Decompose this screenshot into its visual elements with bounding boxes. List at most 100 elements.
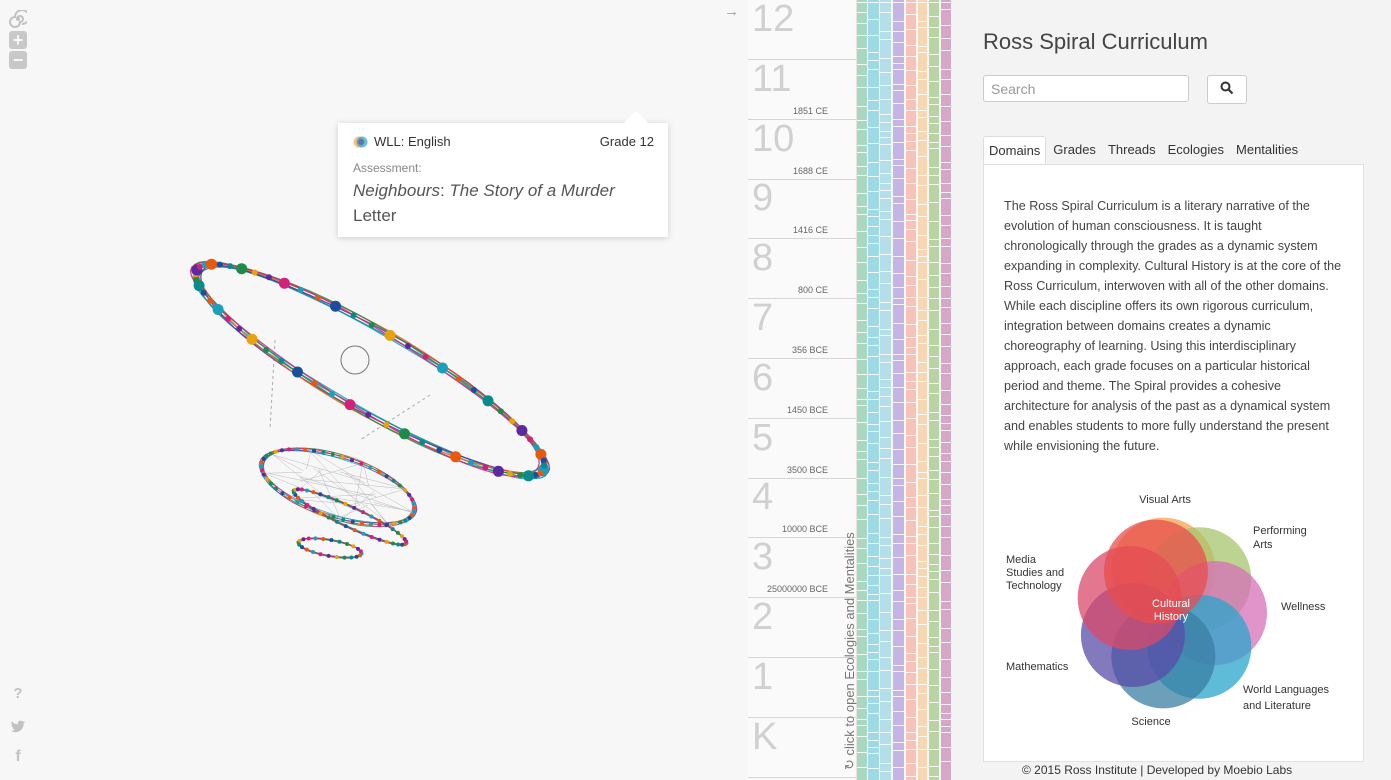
curriculum-node[interactable] [403, 488, 407, 493]
curriculum-node[interactable] [470, 387, 477, 393]
curriculum-node[interactable] [318, 552, 323, 557]
curriculum-node[interactable] [516, 425, 528, 436]
grade-row-4[interactable]: 4 10000 BCE [748, 476, 856, 539]
curriculum-node[interactable] [337, 539, 342, 544]
domain-stripe[interactable] [857, 0, 867, 780]
domain-stripe[interactable] [941, 0, 951, 780]
curriculum-node[interactable] [261, 472, 266, 477]
curriculum-node[interactable] [384, 539, 389, 544]
tab-domains[interactable]: Domains [983, 136, 1047, 164]
grade-row-11[interactable]: 11 1851 CE [748, 58, 856, 120]
curriculum-node[interactable] [410, 513, 415, 518]
curriculum-node[interactable] [345, 542, 349, 546]
curriculum-node[interactable] [311, 490, 316, 495]
zoom-out-icon[interactable]: − [9, 51, 27, 69]
curriculum-node[interactable] [299, 487, 304, 492]
curriculum-node[interactable] [354, 554, 359, 559]
curriculum-node[interactable] [261, 456, 266, 461]
search-input[interactable] [983, 75, 1189, 102]
curriculum-node[interactable] [326, 495, 331, 499]
domain-stripe[interactable] [880, 0, 891, 780]
curriculum-node[interactable] [206, 258, 217, 270]
grade-row-9[interactable]: 9 1416 CE [748, 177, 856, 240]
curriculum-node[interactable] [305, 488, 309, 493]
curriculum-node[interactable] [326, 515, 331, 520]
curriculum-node[interactable] [527, 436, 533, 443]
curriculum-node[interactable] [368, 322, 375, 329]
curriculum-node[interactable] [437, 362, 448, 374]
curriculum-node[interactable] [397, 483, 402, 488]
curriculum-node[interactable] [224, 315, 231, 322]
curriculum-node[interactable] [412, 509, 417, 514]
curriculum-node[interactable] [352, 505, 357, 510]
venn-center-2[interactable]: History [1154, 611, 1189, 623]
grade-row-6[interactable]: 6 1450 BCE [748, 357, 856, 419]
curriculum-node[interactable] [321, 450, 326, 455]
curriculum-node[interactable] [391, 541, 395, 546]
curriculum-node[interactable] [422, 353, 429, 360]
curriculum-node[interactable] [236, 325, 243, 332]
curriculum-node[interactable] [295, 487, 300, 492]
venn-label-performing-arts-1[interactable]: Performing [1253, 525, 1307, 537]
curriculum-node[interactable] [312, 448, 316, 453]
curriculum-node[interactable] [246, 333, 258, 345]
grade-row-12[interactable]: 12 [748, 0, 856, 60]
venn-label-mathematics[interactable]: Mathematics [1006, 661, 1069, 673]
curriculum-node[interactable] [236, 263, 248, 275]
venn-label-wll-1[interactable]: World Languages [1243, 684, 1330, 696]
curriculum-node[interactable] [280, 491, 285, 496]
curriculum-node[interactable] [377, 522, 382, 527]
curriculum-node[interactable] [412, 506, 417, 510]
curriculum-node[interactable] [305, 502, 310, 507]
curriculum-node[interactable] [358, 549, 363, 554]
curriculum-node[interactable] [318, 511, 323, 516]
curriculum-node[interactable] [278, 277, 290, 289]
curriculum-node[interactable] [391, 478, 396, 483]
curriculum-node[interactable] [537, 470, 544, 477]
curriculum-node[interactable] [343, 501, 348, 506]
venn-label-wll-2[interactable]: and Literature [1243, 700, 1311, 712]
curriculum-node[interactable] [311, 380, 318, 387]
venn-label-media-3[interactable]: Technology [1006, 580, 1062, 592]
curriculum-node[interactable] [403, 518, 408, 523]
curriculum-node[interactable] [517, 472, 524, 479]
curriculum-node[interactable] [216, 261, 223, 268]
curriculum-node[interactable] [278, 358, 285, 364]
curriculum-node[interactable] [400, 534, 404, 539]
curriculum-node[interactable] [304, 547, 309, 552]
curriculum-node[interactable] [398, 520, 403, 525]
curriculum-node[interactable] [392, 521, 397, 526]
grade-row-8[interactable]: 8 800 CE [748, 237, 856, 300]
curriculum-node[interactable] [396, 542, 401, 547]
curriculum-node[interactable] [368, 465, 373, 470]
curriculum-node[interactable] [384, 523, 389, 528]
curriculum-node[interactable] [509, 418, 516, 425]
curriculum-node[interactable] [468, 459, 474, 466]
curriculum-node[interactable] [343, 524, 348, 529]
curriculum-node[interactable] [369, 535, 374, 539]
curriculum-node[interactable] [279, 448, 284, 453]
curriculum-node[interactable] [306, 536, 311, 541]
curriculum-node[interactable] [301, 537, 306, 542]
tab-threads[interactable]: Threads [1107, 142, 1156, 157]
curriculum-node[interactable] [419, 439, 426, 446]
curriculum-node[interactable] [269, 481, 273, 486]
curriculum-node[interactable] [330, 452, 335, 457]
curriculum-node[interactable] [196, 263, 203, 270]
spiral-icon[interactable] [8, 9, 30, 28]
tab-grades[interactable]: Grades [1053, 142, 1096, 157]
curriculum-node[interactable] [300, 545, 304, 550]
curriculum-node[interactable] [356, 546, 360, 551]
curriculum-node[interactable] [193, 276, 200, 283]
tab-ecologies[interactable]: Ecologies [1167, 142, 1225, 157]
grade-row-5[interactable]: 5 3500 BCE [748, 417, 856, 479]
curriculum-node[interactable] [300, 499, 305, 504]
curriculum-node[interactable] [294, 447, 299, 452]
grade-row-1[interactable]: 1 [748, 656, 856, 718]
curriculum-node[interactable] [369, 514, 374, 519]
venn-label-performing-arts-2[interactable]: Arts [1253, 539, 1273, 551]
curriculum-node[interactable] [533, 444, 540, 451]
curriculum-node[interactable] [311, 550, 315, 554]
curriculum-node[interactable] [365, 411, 372, 418]
curriculum-node[interactable] [497, 408, 504, 415]
